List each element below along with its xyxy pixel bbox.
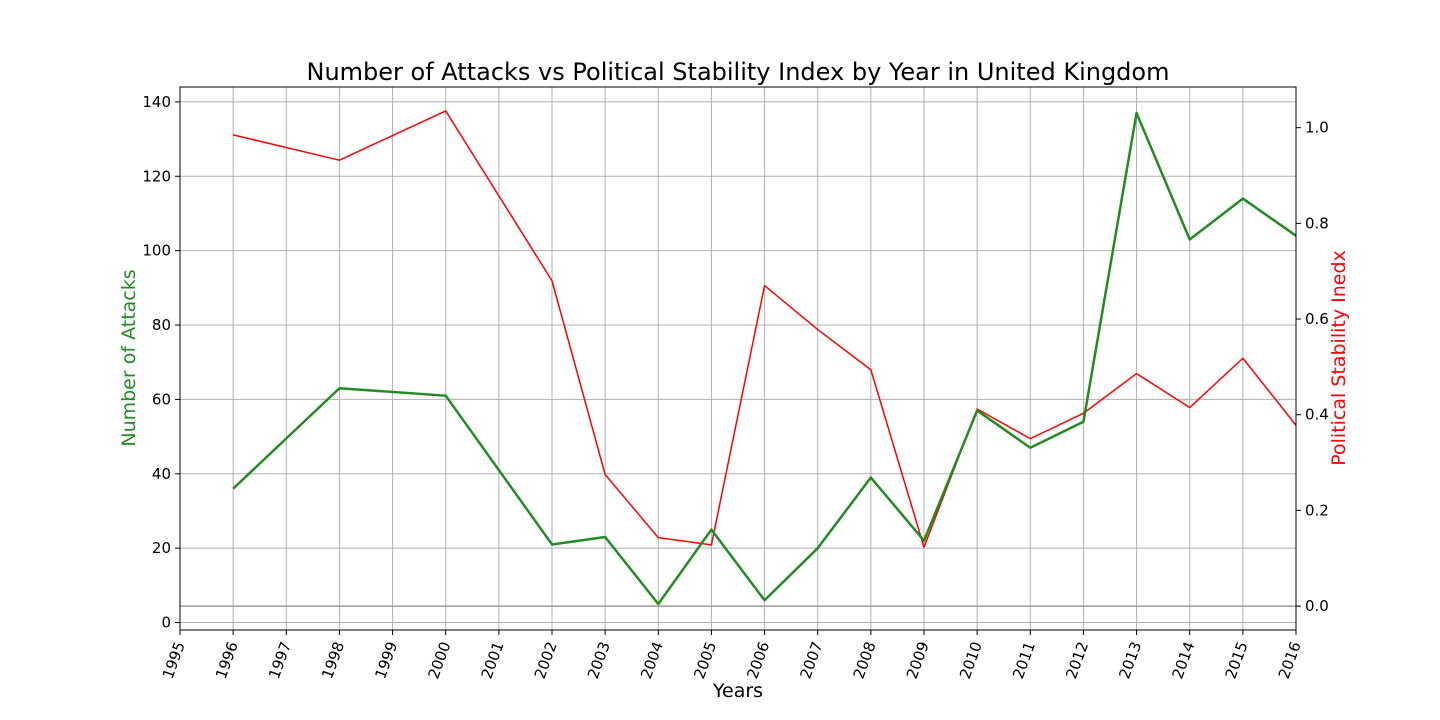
grid [179, 87, 1297, 630]
attacks-series-line [232, 111, 1297, 606]
y-left-tick-label: 120 [142, 167, 171, 185]
y-axis-left-label: Number of Attacks [118, 269, 140, 446]
x-tick-label: 2000 [424, 639, 454, 681]
x-tick-label: 1998 [318, 639, 348, 681]
x-axis-label: Years [712, 680, 763, 702]
stability-series-line [232, 110, 1297, 548]
x-tick-label: 2014 [1168, 639, 1198, 681]
x-tick-label: 2012 [1062, 639, 1092, 681]
x-tick-label: 2001 [478, 639, 508, 681]
y-right-tick-label: 0.8 [1305, 214, 1329, 232]
x-tick-label: 1995 [159, 639, 189, 681]
x-tick-label: 2010 [956, 639, 986, 681]
x-tick-label: 2003 [584, 639, 614, 681]
x-tick-label: 2008 [850, 639, 880, 681]
x-tick-label: 2006 [743, 639, 773, 681]
x-tick-label: 2004 [637, 639, 667, 681]
y-right-tick-label: 0.6 [1305, 310, 1329, 328]
chart-title: Number of Attacks vs Political Stability… [307, 58, 1170, 86]
y-right-tick-label: 0.2 [1305, 501, 1329, 519]
y-left-tick-label: 40 [152, 465, 171, 483]
y-right-tick-label: 0.4 [1305, 406, 1329, 424]
x-tick-label: 1997 [265, 639, 295, 681]
x-tick-label: 2015 [1222, 639, 1252, 681]
x-tick-label: 2009 [903, 639, 933, 681]
y-left-tick-label: 60 [152, 390, 171, 408]
plot-frame [179, 86, 1297, 631]
x-tick-label: 2011 [1009, 639, 1039, 681]
x-tick-label: 2013 [1115, 639, 1145, 681]
y-right-tick-label: 1.0 [1305, 119, 1329, 137]
x-tick-label: 1996 [212, 639, 242, 681]
x-tick-label: 2005 [690, 639, 720, 681]
y-left-tick-label: 20 [152, 539, 171, 557]
series-layer [180, 110, 1297, 607]
y-left-tick-label: 140 [142, 93, 171, 111]
x-tick-label: 2002 [531, 639, 561, 681]
x-tick-label: 1999 [371, 639, 401, 681]
y-left-tick-label: 100 [142, 242, 171, 260]
x-tick-label: 2007 [796, 639, 826, 681]
y-left-tick-label: 0 [161, 614, 171, 632]
ticks: 1995 1996 1997 1998 1999 2000 2001 2002 2003 2004… [142, 93, 1329, 681]
x-tick-label: 2016 [1275, 639, 1305, 681]
y-left-tick-label: 80 [152, 316, 171, 334]
y-right-tick-label: 0.0 [1305, 597, 1329, 615]
y-axis-right-label: Political Stability Inedx [1328, 250, 1350, 466]
